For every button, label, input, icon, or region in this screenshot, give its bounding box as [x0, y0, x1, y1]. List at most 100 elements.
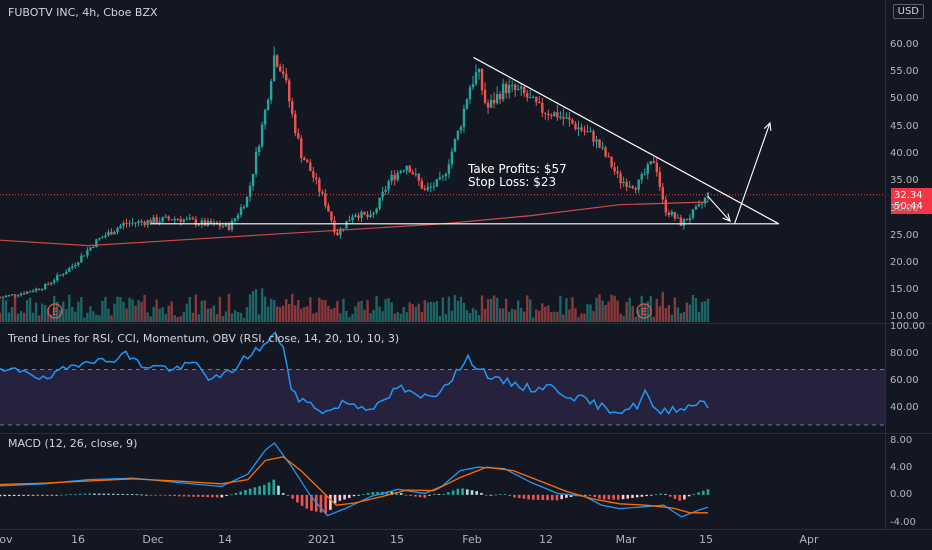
macd-histogram-bar	[253, 487, 257, 495]
earnings-marker-icon	[636, 303, 652, 319]
price-candle	[372, 212, 375, 215]
volume-bar	[239, 312, 243, 322]
volume-bar	[77, 301, 80, 322]
macd-histogram-bar	[244, 490, 247, 495]
price-candle	[98, 238, 101, 240]
volume-bar	[110, 315, 113, 322]
volume-bar	[242, 317, 246, 322]
price-candle	[269, 81, 273, 100]
macd-histogram-bar	[583, 494, 587, 496]
price-candle	[330, 211, 333, 221]
volume-bar	[13, 296, 17, 322]
volume-bar	[468, 313, 472, 322]
volume-bar	[688, 304, 692, 322]
volume-bar	[474, 310, 478, 322]
volume-bar	[547, 305, 550, 322]
price-candle	[619, 173, 622, 184]
macd-histogram-bar	[126, 494, 129, 495]
price-candle	[92, 247, 95, 249]
macd-histogram-bar	[465, 489, 469, 495]
x-tick: 12	[539, 533, 553, 546]
price-candle	[294, 114, 297, 134]
volume-bar	[104, 296, 107, 322]
macd-tick: -4.00	[890, 517, 916, 528]
rsi-panel-title[interactable]: Trend Lines for RSI, CCI, Momentum, OBV …	[8, 332, 400, 345]
volume-bar	[619, 313, 622, 322]
price-candle	[13, 294, 17, 296]
volume-bar	[363, 309, 366, 322]
volume-bar	[429, 301, 433, 322]
volume-bar	[266, 306, 270, 322]
macd-histogram-bar	[329, 494, 332, 510]
currency-badge[interactable]: USD	[892, 4, 924, 19]
volume-bar	[206, 308, 210, 322]
macd-histogram-bar	[69, 494, 73, 496]
price-candle	[429, 186, 433, 188]
price-candle	[676, 217, 680, 219]
macd-histogram-bar	[211, 494, 214, 498]
price-candle	[396, 172, 399, 180]
price-candle	[236, 215, 240, 219]
volume-bar	[610, 294, 613, 322]
rsi-tick: 100.00	[890, 321, 925, 332]
macd-panel-title[interactable]: MACD (12, 26, close, 9)	[8, 437, 138, 450]
macd-histogram-bar	[654, 494, 658, 496]
volume-bar	[516, 300, 520, 322]
volume-bar	[327, 305, 330, 322]
volume-bar	[245, 307, 249, 322]
volume-bar	[396, 311, 399, 322]
macd-histogram-bar	[215, 494, 219, 498]
macd-histogram-bar	[291, 494, 294, 499]
macd-histogram-bar	[163, 494, 167, 496]
volume-bar	[197, 314, 201, 322]
volume-bar	[131, 299, 134, 322]
volume-bar	[435, 301, 439, 322]
volume-bar	[685, 302, 689, 322]
macd-histogram-bar	[277, 485, 280, 495]
price-candle	[507, 85, 511, 94]
volume-bar	[56, 301, 59, 322]
price-candle	[498, 94, 502, 100]
volume-bar	[486, 299, 490, 322]
volume-bar	[706, 298, 710, 322]
macd-histogram-bar	[319, 494, 323, 513]
price-candle	[339, 228, 342, 236]
macd-histogram-bar	[286, 494, 290, 496]
macd-histogram-bar	[621, 494, 625, 500]
volume-bar	[125, 308, 128, 322]
price-candle	[589, 131, 592, 133]
price-candle	[239, 207, 243, 216]
descending-resistance-trendline	[473, 56, 780, 225]
volume-bar	[682, 311, 686, 322]
macd-histogram-bar	[569, 494, 573, 497]
price-candle	[435, 179, 439, 187]
volume-bar	[447, 296, 451, 322]
volume-bar	[53, 295, 56, 322]
macd-histogram-bar	[182, 494, 186, 497]
volume-bar	[607, 301, 610, 322]
price-candle	[444, 173, 448, 177]
price-candle	[209, 220, 213, 225]
macd-histogram-bar	[159, 494, 162, 496]
price-candle	[300, 138, 303, 158]
macd-histogram-bar	[409, 494, 412, 496]
macd-histogram-bar	[598, 494, 601, 499]
price-candle	[363, 211, 366, 215]
volume-bar	[291, 293, 294, 322]
price-candle	[480, 68, 484, 91]
macd-histogram-bar	[697, 492, 700, 495]
volume-bar	[113, 303, 116, 322]
macd-histogram-bar	[371, 492, 375, 495]
price-candle	[37, 288, 41, 290]
price-candle	[10, 294, 14, 296]
price-tick: 35.00	[890, 175, 919, 186]
macd-histogram-bar	[229, 494, 233, 496]
price-candle	[541, 102, 544, 113]
price-candle	[272, 55, 276, 82]
symbol-title[interactable]: FUBOTV INC, 4h, Cboe BZX	[8, 6, 158, 19]
volume-bar	[628, 297, 631, 322]
volume-bar	[613, 295, 616, 322]
volume-bar	[375, 296, 378, 322]
price-candle	[59, 274, 62, 276]
